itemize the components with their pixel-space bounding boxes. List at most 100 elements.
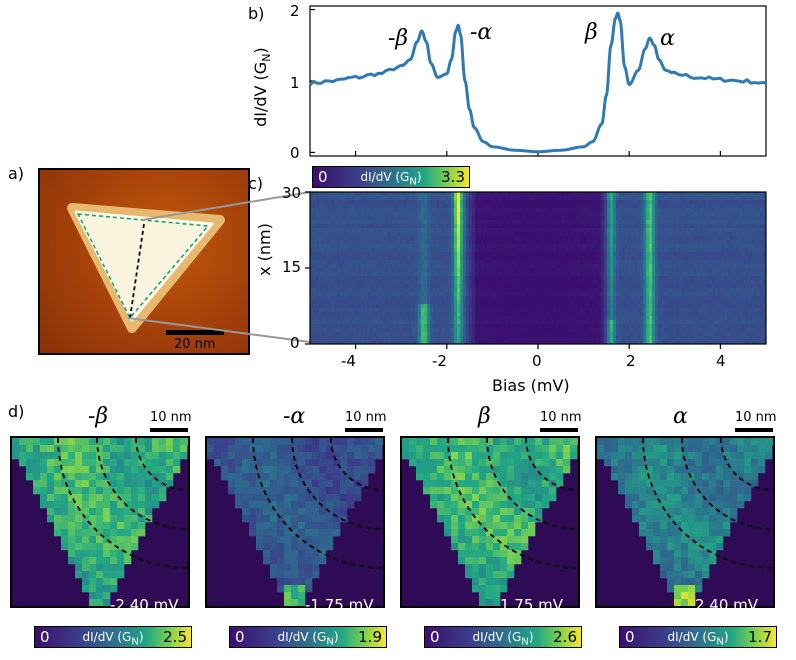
map-dashed-arc [135, 438, 188, 491]
map-scale-label: 10 nm [150, 410, 192, 425]
map-colorbar-min: 0 [430, 628, 440, 646]
map-pixels [402, 438, 578, 606]
map-pixels [597, 438, 773, 606]
conductance-map [10, 436, 190, 608]
map-dashed-arc [486, 438, 578, 530]
colorbar-c-label-text: dI/dV (G [360, 170, 410, 184]
map-dashed-arc [525, 438, 578, 491]
map-colorbar: 0 dI/dV (GN) 2.5 [34, 626, 192, 648]
triangle-island [67, 203, 225, 333]
map-colorbar-label-text: dI/dV (G [82, 630, 132, 644]
map-energy-label: -1.75 mV [305, 596, 374, 614]
colorbar-c-label-sub: N [409, 176, 417, 188]
map-colorbar-label: dI/dV (GN) [35, 630, 191, 647]
map-colorbar-max: 1.7 [748, 628, 772, 646]
map-colorbar-label-text: dI/dV (G [472, 630, 522, 644]
spectrum-frame [309, 5, 767, 157]
map-scale-bar [540, 428, 578, 432]
map-dashed-arc [57, 438, 188, 569]
map-scale-label: 10 nm [540, 410, 582, 425]
xtick-c-minus2: -2 [432, 352, 447, 370]
map-scale-bar [345, 428, 383, 432]
ytick-c-30: 30 [282, 184, 302, 202]
map-colorbar-label: dI/dV (GN) [230, 630, 386, 647]
map-colorbar-max: 2.5 [163, 628, 187, 646]
map-scale-label: 10 nm [735, 410, 777, 425]
map-scale-bar [735, 428, 773, 432]
ytick-c-0: 0 [290, 334, 300, 352]
map-colorbar-label-text: dI/dV (G [667, 630, 717, 644]
map-scale-bar [150, 428, 188, 432]
panel-label-c: c) [248, 174, 264, 193]
map-colorbar-label-sub: N [326, 636, 334, 648]
colorbar-c-min: 0 [318, 168, 328, 186]
xlabel-c: Bias (mV) [492, 376, 570, 395]
panel-label-d: d) [8, 402, 25, 421]
map-energy-label: 1.75 mV [500, 596, 564, 614]
map-symbol: -α [283, 404, 306, 429]
map-energy-label: -2.40 mV [110, 596, 179, 614]
peak-label-alpha: α [660, 26, 675, 51]
conductance-map [400, 436, 580, 608]
xtick-c-0: 0 [532, 352, 542, 370]
ytick-b-0: 0 [290, 144, 300, 162]
peak-label-minus-alpha: -α [470, 20, 493, 45]
colorbar-c: 0 dI/dV (GN) 3.3 [312, 166, 470, 188]
map-dashed-arc [96, 438, 188, 530]
ylabel-b-end: ) [250, 47, 270, 54]
map-colorbar-label-sub: N [716, 636, 724, 648]
map-pixels [207, 438, 383, 606]
map-colorbar-label-end: ) [333, 630, 339, 644]
map-dashed-arc [720, 438, 773, 491]
map-colorbar-label: dI/dV (GN) [620, 630, 776, 647]
map-dashed-arc [291, 438, 383, 530]
conductance-map [595, 436, 775, 608]
map-colorbar-label-sub: N [521, 636, 529, 648]
peak-label-beta: β [585, 20, 598, 45]
map-colorbar-label-end: ) [138, 630, 144, 644]
heatmap-cells [310, 192, 767, 345]
map-colorbar-max: 1.9 [358, 628, 382, 646]
xtick-c-2: 2 [626, 352, 636, 370]
map-symbol: -β [88, 404, 109, 429]
ylabel-c: x (nm) [254, 223, 274, 276]
scale-bar-a [166, 330, 224, 335]
map-colorbar-label-end: ) [528, 630, 534, 644]
map-colorbar-label-text: dI/dV (G [277, 630, 327, 644]
map-colorbar-label-end: ) [723, 630, 729, 644]
map-colorbar-label-sub: N [131, 636, 139, 648]
panel-label-b: b) [248, 4, 265, 23]
map-energy-label: 2.40 mV [695, 596, 759, 614]
colorbar-c-label: dI/dV (GN) [313, 170, 469, 187]
map-colorbar-min: 0 [625, 628, 635, 646]
xtick-c-4: 4 [716, 352, 726, 370]
map-colorbar-max: 2.6 [553, 628, 577, 646]
ylabel-b-sub: N [260, 53, 274, 62]
ytick-b-1: 1 [290, 74, 300, 92]
map-dashed-arc [330, 438, 383, 491]
conductance-map [205, 436, 385, 608]
colorbar-c-label-end: ) [416, 170, 422, 184]
map-dashed-arc [252, 438, 383, 569]
map-colorbar: 0 dI/dV (GN) 2.6 [424, 626, 582, 648]
map-scale-label: 10 nm [345, 410, 387, 425]
spectrum-line [308, 11, 767, 154]
map-dashed-arc [681, 438, 773, 530]
scale-label-a: 20 nm [174, 337, 216, 352]
ylabel-b-text: dI/dV (G [250, 61, 270, 127]
map-colorbar: 0 dI/dV (GN) 1.9 [229, 626, 387, 648]
panel-label-a: a) [8, 164, 25, 183]
map-symbol: α [673, 404, 688, 429]
map-colorbar-label: dI/dV (GN) [425, 630, 581, 647]
topography-image: 20 nm [38, 168, 250, 355]
colorbar-c-max: 3.3 [441, 168, 465, 186]
map-dashed-arc [447, 438, 578, 569]
map-dashed-arc [642, 438, 773, 569]
xtick-c-minus4: -4 [341, 352, 356, 370]
ytick-b-2: 2 [290, 2, 300, 20]
map-pixels [12, 438, 188, 606]
map-colorbar-min: 0 [40, 628, 50, 646]
map-colorbar: 0 dI/dV (GN) 1.7 [619, 626, 777, 648]
peak-label-minus-beta: -β [388, 26, 409, 51]
